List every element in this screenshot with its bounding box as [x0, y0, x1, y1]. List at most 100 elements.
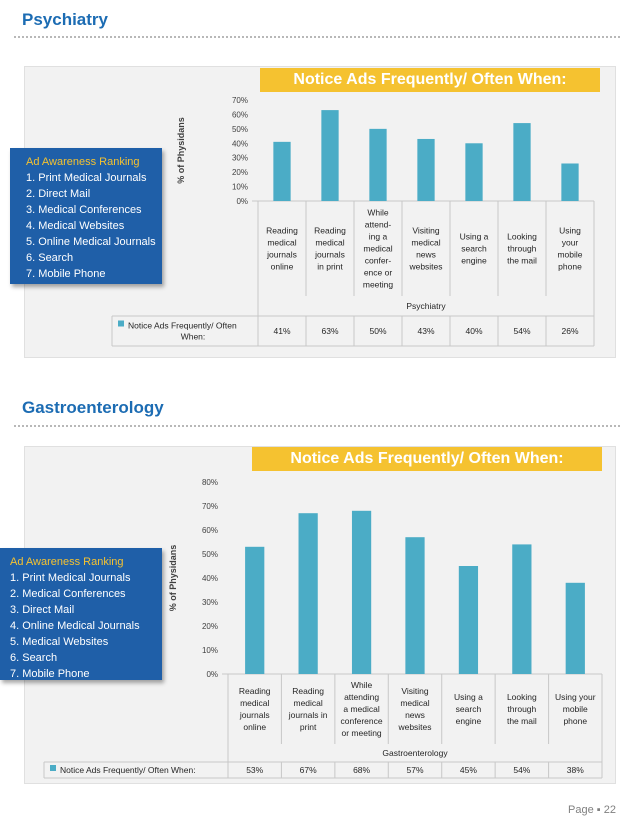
page-label: Page	[568, 804, 594, 816]
category-label: ence or	[364, 268, 393, 278]
category-label: medical	[293, 698, 322, 708]
category-label: search	[461, 244, 487, 254]
category-label: print	[300, 722, 317, 732]
data-label: 43%	[417, 326, 434, 336]
bar	[513, 123, 531, 201]
category-label: medical	[240, 698, 269, 708]
page-number: Page ▪ 22	[568, 804, 616, 816]
y-tick-label: 20%	[202, 622, 218, 631]
category-label: medical	[363, 244, 392, 254]
bar	[405, 537, 425, 674]
category-label: Using	[559, 226, 581, 236]
ranking-item: 7. Mobile Phone	[10, 668, 90, 680]
category-label: journals	[239, 710, 270, 720]
category-label: Using your	[555, 692, 596, 702]
category-label: websites	[397, 722, 431, 732]
y-tick-label: 50%	[232, 125, 248, 134]
category-label: mobile	[557, 250, 582, 260]
category-label: or meeting	[341, 728, 381, 738]
ranking-item: 7. Mobile Phone	[26, 268, 106, 280]
y-tick-label: 30%	[202, 598, 218, 607]
bar	[298, 513, 318, 674]
ad-awareness-ranking-gastroenterology: Ad Awareness Ranking 1. Print Medical Jo…	[0, 548, 162, 680]
category-label: Reading	[292, 686, 324, 696]
y-tick-label: 50%	[202, 550, 218, 559]
legend-swatch	[118, 320, 124, 327]
data-label: 54%	[513, 326, 530, 336]
y-tick-label: 70%	[232, 96, 248, 105]
category-label: journals	[314, 250, 345, 260]
category-label: engine	[456, 716, 482, 726]
category-label: engine	[461, 256, 487, 266]
y-tick-label: 20%	[232, 168, 248, 177]
chart-banner-psychiatry: Notice Ads Frequently/ Often When:	[260, 68, 600, 92]
bar	[458, 566, 479, 674]
section-title-psychiatry: Psychiatry	[22, 10, 108, 29]
category-label: journals	[266, 250, 297, 260]
legend-label: Notice Ads Frequently/ Often	[128, 321, 237, 331]
legend-label: When:	[181, 332, 206, 342]
ranking-item: 3. Direct Mail	[10, 604, 75, 616]
section-divider	[14, 425, 620, 427]
ad-awareness-ranking-psychiatry: Ad Awareness Ranking 1. Print Medical Jo…	[10, 148, 162, 284]
data-label: 45%	[460, 765, 477, 775]
section-divider	[14, 36, 620, 38]
data-label: 40%	[465, 326, 482, 336]
bar	[369, 128, 387, 201]
ranking-item: 6. Search	[10, 652, 58, 664]
group-label: Gastroenterology	[382, 748, 448, 758]
category-label: news	[405, 710, 425, 720]
category-label: in print	[317, 262, 343, 272]
bar	[565, 582, 585, 674]
category-label: Looking	[507, 692, 537, 702]
legend-label: Notice Ads Frequently/ Often When:	[60, 765, 196, 775]
data-label: 67%	[300, 765, 317, 775]
y-tick-label: 60%	[232, 110, 248, 119]
category-label: medical	[411, 238, 440, 248]
section-title-gastroenterology: Gastroenterology	[22, 398, 164, 417]
bar	[512, 544, 532, 674]
y-tick-label: 60%	[202, 526, 218, 535]
category-label: Reading	[266, 226, 298, 236]
category-label: Reading	[239, 686, 271, 696]
ranking-item: 1. Print Medical Journals	[10, 572, 131, 584]
bar	[417, 138, 435, 201]
ranking-item: 2. Medical Conferences	[10, 588, 126, 600]
ranking-item: 4. Medical Websites	[26, 220, 125, 232]
legend-swatch	[50, 765, 56, 771]
category-label: Reading	[314, 226, 346, 236]
data-label: 63%	[321, 326, 338, 336]
ranking-title: Ad Awareness Ranking	[26, 156, 140, 168]
ranking-item: 6. Search	[26, 252, 74, 264]
ranking-title: Ad Awareness Ranking	[10, 556, 124, 568]
ranking-item: 5. Medical Websites	[10, 636, 109, 648]
category-label: your	[562, 238, 579, 248]
y-tick-label: 30%	[232, 154, 248, 163]
category-label: Using a	[460, 232, 489, 242]
category-label: phone	[563, 716, 587, 726]
ranking-item: 1. Print Medical Journals	[26, 172, 147, 184]
ranking-item: 4. Online Medical Journals	[10, 620, 140, 632]
y-tick-label: 0%	[236, 197, 248, 206]
category-label: online	[243, 722, 266, 732]
data-label: 68%	[353, 765, 370, 775]
data-label: 38%	[567, 765, 584, 775]
bar	[273, 141, 291, 201]
category-label: While	[367, 208, 389, 218]
y-tick-label: 0%	[206, 670, 218, 679]
category-label: medical	[267, 238, 296, 248]
page-number-value: 22	[603, 804, 616, 816]
bar	[351, 510, 372, 674]
category-label: through	[508, 244, 537, 254]
category-label: websites	[408, 262, 442, 272]
data-label: 50%	[369, 326, 386, 336]
y-tick-label: 10%	[202, 646, 218, 655]
category-label: online	[271, 262, 294, 272]
group-label: Psychiatry	[406, 301, 446, 311]
y-tick-label: 80%	[202, 478, 218, 487]
category-label: Using a	[454, 692, 483, 702]
y-tick-label: 40%	[232, 139, 248, 148]
data-label: 54%	[513, 765, 530, 775]
category-label: the mail	[507, 256, 537, 266]
